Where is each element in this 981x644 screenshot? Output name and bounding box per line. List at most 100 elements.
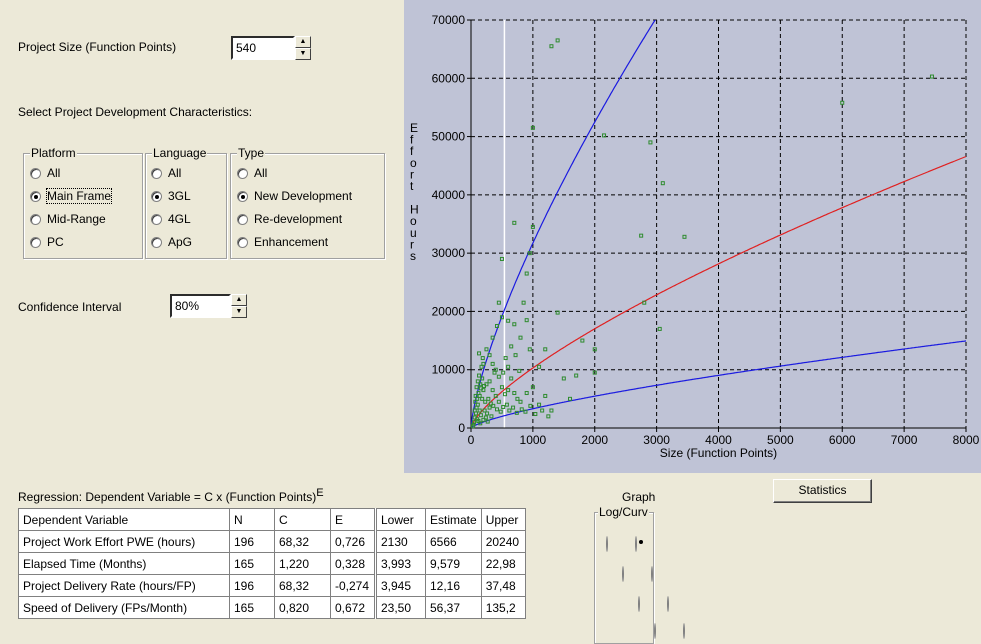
radio-icon xyxy=(30,236,41,248)
language-group: Language xyxy=(145,146,227,259)
log-radio-row-4[interactable] xyxy=(654,623,656,639)
data-point xyxy=(473,399,478,404)
data-point xyxy=(527,347,532,352)
data-point xyxy=(477,408,482,413)
type-option-re-development[interactable]: Re-development xyxy=(237,212,342,226)
project-size-input[interactable]: 540 xyxy=(231,36,295,60)
data-point xyxy=(555,310,560,315)
type-option-new-development[interactable]: New Development xyxy=(237,189,352,203)
log-radio-row-3[interactable] xyxy=(638,596,640,612)
regression-table: Dependent Variable N C E Lower Estimate Upper P… xyxy=(18,508,526,619)
data-point xyxy=(487,353,492,358)
data-point xyxy=(537,364,542,369)
confidence-interval-input[interactable]: 80% xyxy=(170,294,231,318)
table-row[interactable]: Speed of Delivery (FPs/Month) 165 0,820 0,6… xyxy=(18,596,526,619)
regression-curve-upper xyxy=(471,20,656,428)
data-point xyxy=(481,417,486,422)
table-row[interactable]: Project Work Effort PWE (hours) 196 68,32 0… xyxy=(18,530,526,553)
x-tick-label: 5000 xyxy=(767,433,794,447)
data-point xyxy=(530,385,535,390)
y-axis-label-letter: s xyxy=(410,249,416,263)
x-tick-label: 4000 xyxy=(705,433,732,447)
data-point xyxy=(929,74,934,79)
data-point xyxy=(490,388,495,393)
data-point xyxy=(555,38,560,43)
x-tick-label: 6000 xyxy=(829,433,856,447)
data-point xyxy=(524,318,529,323)
confidence-up-button[interactable]: ▲ xyxy=(231,294,247,306)
data-point xyxy=(506,318,511,323)
table-header-cell: Estimate xyxy=(425,508,482,531)
table-cell: 68,32 xyxy=(274,530,331,553)
platform-group-title: Platform xyxy=(30,146,77,160)
data-point xyxy=(537,402,542,407)
table-row[interactable]: Elapsed Time (Months) 165 1,220 0,328 3,993 9… xyxy=(18,552,526,575)
y-tick-label: 40000 xyxy=(432,188,466,202)
log-radio-row-2[interactable] xyxy=(622,566,624,582)
data-point xyxy=(472,408,477,413)
data-point xyxy=(499,315,504,320)
data-point xyxy=(602,133,607,138)
data-point xyxy=(514,410,519,415)
log-radio-row-1[interactable] xyxy=(606,536,608,552)
data-point xyxy=(519,407,524,412)
data-point xyxy=(509,344,514,349)
data-point xyxy=(482,408,487,413)
arrow-up-icon: ▲ xyxy=(235,296,243,303)
table-row[interactable]: Project Delivery Rate (hours/FP) 196 68,32… xyxy=(18,574,526,597)
data-point xyxy=(660,181,665,186)
y-axis-label-letter: E xyxy=(410,121,418,135)
data-point xyxy=(639,233,644,238)
type-option-all[interactable]: All xyxy=(237,166,267,180)
platform-group: Platform xyxy=(23,146,143,259)
table-cell: 9,579 xyxy=(425,552,482,575)
data-point xyxy=(512,322,517,327)
statistics-button[interactable]: Statistics xyxy=(773,479,872,503)
data-point xyxy=(648,140,653,145)
platform-option-all[interactable]: All xyxy=(30,166,60,180)
characteristics-label: Select Project Development Characteristi… xyxy=(18,105,253,119)
platform-option-main-frame[interactable]: Main Frame xyxy=(30,188,113,204)
type-option-enhancement[interactable]: Enhancement xyxy=(237,235,328,249)
data-point xyxy=(486,396,491,401)
curv-radio-row-2[interactable] xyxy=(651,566,653,582)
data-point xyxy=(527,251,532,256)
data-point xyxy=(498,409,503,414)
platform-option-mid-range[interactable]: Mid-Range xyxy=(30,212,106,226)
arrow-up-icon: ▲ xyxy=(299,38,307,45)
data-point xyxy=(533,412,538,417)
table-cell: 22,98 xyxy=(480,552,526,575)
curv-radio-row-1[interactable] xyxy=(635,536,637,552)
table-cell: 23,50 xyxy=(374,596,426,619)
data-point xyxy=(682,234,687,239)
data-point xyxy=(493,367,498,372)
y-axis-label-letter: f xyxy=(410,144,414,158)
data-point xyxy=(540,408,545,413)
language-option-3gl[interactable]: 3GL xyxy=(151,189,191,203)
language-option-4gl[interactable]: 4GL xyxy=(151,212,191,226)
data-point xyxy=(657,326,662,331)
table-cell: 165 xyxy=(229,552,275,575)
curv-radio-row-4[interactable] xyxy=(683,623,685,639)
type-group: Type xyxy=(230,146,385,259)
platform-option-pc[interactable]: PC xyxy=(30,235,64,249)
confidence-down-button[interactable]: ▼ xyxy=(231,306,247,318)
table-cell: 6566 xyxy=(425,530,482,553)
y-axis-label-letter: o xyxy=(410,156,417,170)
data-point xyxy=(518,399,523,404)
regression-curve-lower xyxy=(471,340,966,428)
data-point xyxy=(507,408,512,413)
project-size-up-button[interactable]: ▲ xyxy=(295,36,311,48)
data-point xyxy=(470,424,475,429)
radio-icon xyxy=(30,167,41,179)
language-option-all[interactable]: All xyxy=(151,166,181,180)
table-header-cell: N xyxy=(229,508,275,531)
curv-radio-row-3[interactable] xyxy=(667,596,669,612)
language-option-apg[interactable]: ApG xyxy=(151,235,192,249)
data-point xyxy=(478,413,483,418)
data-point xyxy=(475,402,480,407)
project-size-spinner[interactable]: 540 ▲ ▼ xyxy=(231,36,311,60)
confidence-interval-spinner[interactable]: 80% ▲ ▼ xyxy=(170,294,247,318)
radio-icon xyxy=(151,213,162,225)
project-size-down-button[interactable]: ▼ xyxy=(295,48,311,60)
